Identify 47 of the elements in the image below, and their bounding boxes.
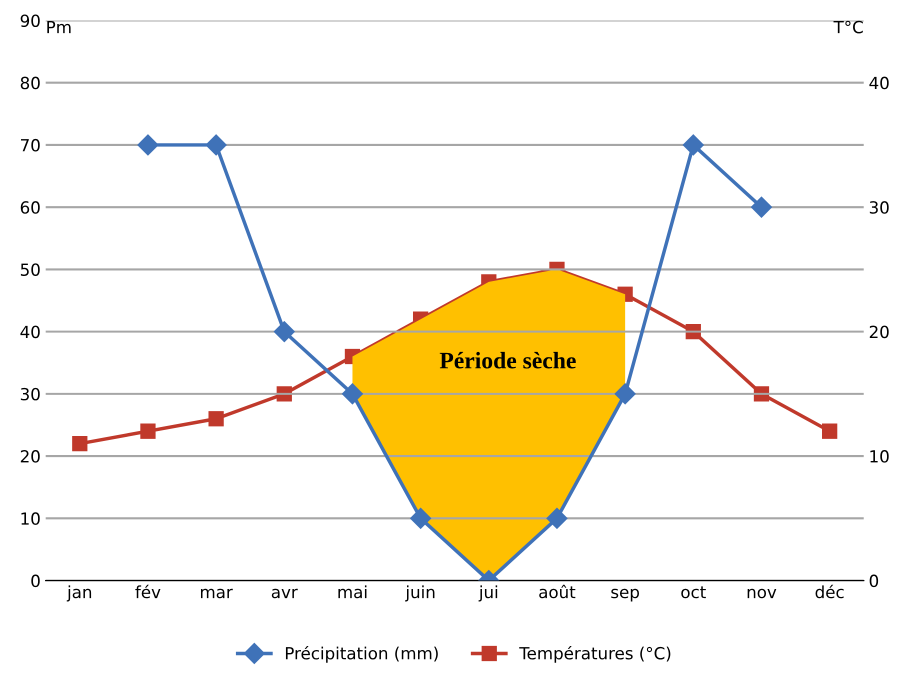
- y-tick-label: 20: [20, 450, 40, 463]
- x-tick-label: mar: [200, 588, 233, 598]
- x-tick-label: fév: [135, 584, 160, 598]
- x-tick-label: jan: [66, 585, 92, 602]
- point: [137, 134, 158, 156]
- point: [614, 383, 636, 404]
- y-tick-label: 40: [20, 326, 40, 338]
- x-tick-label: sep: [611, 588, 639, 602]
- point: [206, 134, 227, 156]
- y-tick-label: 70: [21, 138, 40, 152]
- point: [276, 386, 292, 402]
- y-axis-title: Pm: [47, 21, 71, 34]
- y2-tick-label: 20: [870, 326, 889, 338]
- x-tick-label: nov: [748, 588, 776, 598]
- x-tick-label: déc: [816, 584, 844, 598]
- y-tick-label: 30: [20, 388, 40, 400]
- y2-axis-title: T°C: [834, 20, 863, 34]
- y-tick-label: 60: [20, 201, 40, 214]
- y-tick-label: 0: [31, 574, 40, 588]
- point: [686, 324, 701, 340]
- legend-label: Précipitation (mm): [286, 646, 438, 663]
- x-tick-label: oct: [681, 586, 706, 598]
- x-tick-label: juin: [405, 585, 434, 602]
- point: [410, 508, 432, 529]
- point: [546, 508, 568, 529]
- y-tick-label: 50: [20, 263, 40, 276]
- y-tick-label: 80: [20, 76, 40, 90]
- x-tick-label: jui: [478, 585, 498, 602]
- y-tick-label: 90: [20, 14, 40, 28]
- y2-tick-label: 40: [869, 76, 889, 90]
- annotation: Période sèche: [440, 352, 576, 369]
- point: [682, 134, 704, 156]
- point: [342, 383, 363, 404]
- point: [822, 424, 838, 439]
- point: [274, 321, 295, 342]
- y2-tick-label: 10: [870, 450, 889, 463]
- x-tick-label: août: [539, 584, 576, 598]
- y2-tick-label: 0: [870, 574, 878, 588]
- point: [208, 411, 224, 426]
- x-tick-label: avr: [272, 588, 298, 598]
- y2-tick-label: 30: [870, 201, 889, 214]
- legend-label: Températures (°C): [519, 646, 670, 663]
- x-tick-label: mai: [338, 585, 366, 598]
- y-tick-label: 10: [21, 512, 40, 525]
- point: [750, 196, 772, 218]
- point: [72, 436, 88, 452]
- point: [140, 424, 156, 439]
